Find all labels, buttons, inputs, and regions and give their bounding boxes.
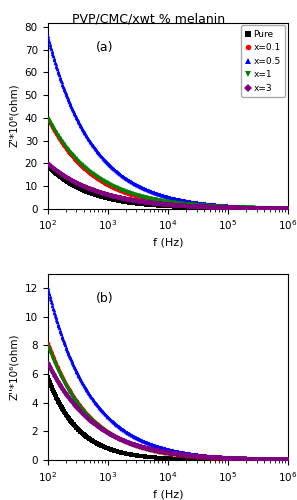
x=0.1 bbox=[187, 453, 191, 459]
x=1 bbox=[286, 205, 290, 211]
Pure bbox=[227, 205, 230, 211]
Pure bbox=[187, 204, 191, 210]
x=0.5 bbox=[154, 190, 158, 196]
Line: x=0.1: x=0.1 bbox=[46, 341, 290, 462]
x=0.5 bbox=[88, 392, 92, 398]
x=0.1 bbox=[206, 203, 210, 209]
x=3 bbox=[206, 454, 210, 460]
x=1 bbox=[286, 456, 290, 462]
x=3 bbox=[108, 430, 111, 436]
x=3 bbox=[227, 204, 230, 210]
x=3 bbox=[206, 204, 210, 210]
x=3 bbox=[88, 418, 92, 424]
x=0.5 bbox=[108, 162, 111, 168]
x=0.1 bbox=[206, 454, 210, 460]
Line: x=0.1: x=0.1 bbox=[46, 116, 290, 210]
x=3 bbox=[187, 452, 191, 458]
x=0.1 bbox=[46, 340, 49, 345]
x=0.1 bbox=[187, 202, 191, 208]
Pure bbox=[88, 436, 92, 442]
x=3 bbox=[286, 456, 290, 462]
x=1 bbox=[187, 201, 191, 207]
Pure bbox=[154, 454, 158, 460]
x=0.1 bbox=[154, 198, 158, 203]
x=1 bbox=[227, 204, 230, 210]
x=3 bbox=[154, 200, 158, 206]
x=0.5 bbox=[46, 33, 49, 39]
x=3 bbox=[154, 447, 158, 453]
x=0.1 bbox=[88, 414, 92, 420]
X-axis label: f (Hz): f (Hz) bbox=[153, 238, 183, 248]
Y-axis label: Z'*10⁶(ohm): Z'*10⁶(ohm) bbox=[9, 84, 19, 148]
x=1 bbox=[206, 202, 210, 208]
x=0.5 bbox=[227, 454, 230, 460]
x=0.1 bbox=[108, 430, 111, 436]
x=0.5 bbox=[88, 138, 92, 144]
x=0.1 bbox=[88, 170, 92, 176]
x=0.5 bbox=[154, 443, 158, 449]
Pure bbox=[108, 446, 111, 452]
Line: x=1: x=1 bbox=[46, 344, 290, 462]
Line: x=1: x=1 bbox=[46, 116, 290, 210]
x=3 bbox=[187, 202, 191, 208]
Y-axis label: Z''*10⁶(ohm): Z''*10⁶(ohm) bbox=[9, 334, 19, 400]
Pure bbox=[286, 457, 290, 463]
Pure bbox=[286, 206, 290, 212]
x=0.5 bbox=[108, 416, 111, 422]
x=0.5 bbox=[286, 456, 290, 462]
x=1 bbox=[154, 448, 158, 454]
x=3 bbox=[286, 205, 290, 211]
Pure bbox=[154, 202, 158, 208]
x=0.5 bbox=[187, 198, 191, 204]
Text: (b): (b) bbox=[96, 292, 113, 306]
Pure bbox=[206, 456, 210, 462]
Line: x=3: x=3 bbox=[46, 162, 290, 210]
x=0.1 bbox=[154, 448, 158, 454]
x=0.5 bbox=[187, 450, 191, 456]
x=0.1 bbox=[286, 205, 290, 211]
Legend: Pure, x=0.1, x=0.5, x=1, x=3: Pure, x=0.1, x=0.5, x=1, x=3 bbox=[241, 25, 285, 98]
Pure bbox=[187, 456, 191, 462]
x=3 bbox=[227, 455, 230, 461]
x=1 bbox=[46, 115, 49, 121]
x=0.5 bbox=[227, 202, 230, 208]
x=0.1 bbox=[108, 182, 111, 188]
x=0.5 bbox=[206, 452, 210, 458]
x=3 bbox=[46, 360, 49, 366]
x=3 bbox=[88, 186, 92, 192]
x=1 bbox=[187, 453, 191, 459]
x=1 bbox=[46, 342, 49, 348]
Text: (a): (a) bbox=[96, 41, 113, 54]
Text: PVP/CMC/xwt % melanin: PVP/CMC/xwt % melanin bbox=[72, 12, 225, 26]
x=0.1 bbox=[286, 456, 290, 462]
Pure bbox=[46, 374, 49, 380]
x=1 bbox=[88, 416, 92, 422]
Pure bbox=[108, 196, 111, 202]
x=0.1 bbox=[227, 456, 230, 462]
x=1 bbox=[108, 181, 111, 187]
Line: Pure: Pure bbox=[46, 164, 290, 210]
x=0.5 bbox=[206, 201, 210, 207]
Line: Pure: Pure bbox=[46, 375, 290, 462]
x=0.1 bbox=[46, 115, 49, 121]
x=1 bbox=[108, 430, 111, 436]
Line: x=0.5: x=0.5 bbox=[46, 34, 290, 210]
x=1 bbox=[154, 196, 158, 202]
x=0.5 bbox=[46, 285, 49, 291]
x=0.1 bbox=[227, 204, 230, 210]
x=0.5 bbox=[286, 205, 290, 211]
x=3 bbox=[108, 192, 111, 198]
X-axis label: f (Hz): f (Hz) bbox=[153, 489, 183, 499]
Pure bbox=[46, 162, 49, 168]
x=1 bbox=[88, 168, 92, 174]
Pure bbox=[206, 204, 210, 210]
Pure bbox=[227, 457, 230, 463]
x=1 bbox=[206, 454, 210, 460]
Line: x=0.5: x=0.5 bbox=[46, 286, 290, 461]
x=1 bbox=[227, 456, 230, 462]
Pure bbox=[88, 190, 92, 196]
x=3 bbox=[46, 160, 49, 166]
Line: x=3: x=3 bbox=[46, 361, 290, 461]
